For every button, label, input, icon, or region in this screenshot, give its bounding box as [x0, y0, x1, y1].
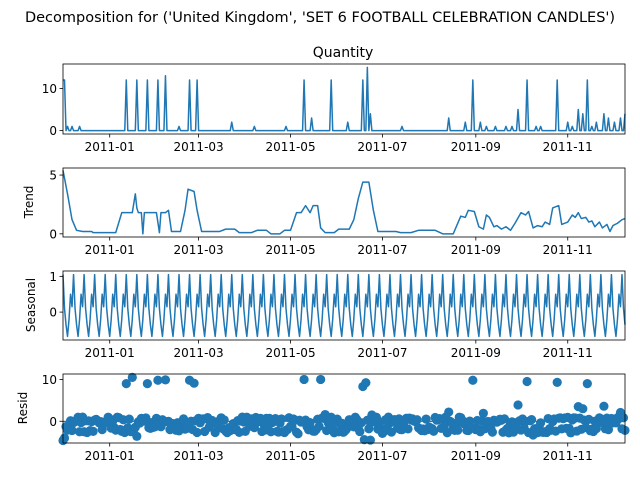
resid-point [487, 427, 498, 437]
axes-frame-resid [62, 373, 626, 444]
panel-observed: 0 10 2011-01 2011-03 2011-05 2011-07 2011-09 20… [42, 63, 626, 154]
xtick-label: 2011-03 [174, 140, 224, 154]
series-line-quantity [63, 66, 626, 132]
panel-seasonal: 0 1 2011-01 2011-03 2011-05 2011-07 2011-09 201… [49, 270, 626, 360]
resid-point [522, 376, 532, 387]
xtick-label: 2011-07 [357, 243, 407, 257]
resid-point [121, 379, 131, 389]
resid-points [58, 372, 630, 446]
resid-point [355, 426, 365, 437]
axes-frame-seasonal [62, 270, 626, 341]
xtick-label: 2011-01 [85, 346, 135, 360]
xtick-label: 2011-05 [265, 243, 315, 257]
ytick-label: 0 [49, 124, 57, 138]
ytick-label: 0 [49, 306, 57, 320]
panel-trend: 0 5 2011-01 2011-03 2011-05 2011-07 2011-09 201… [49, 167, 626, 257]
resid-point [276, 414, 287, 424]
resid-point [178, 414, 189, 424]
ytick-label: 10 [42, 373, 57, 387]
series-line-seasonal [62, 273, 626, 338]
resid-point [618, 413, 629, 423]
ytick-label: 1 [49, 270, 57, 284]
resid-point [444, 407, 454, 417]
axes-frame-observed [62, 63, 626, 135]
resid-point [132, 431, 142, 441]
xtick-label: 2011-01 [85, 140, 135, 154]
xtick-label: 2011-11 [543, 346, 593, 360]
ylabel-trend: Trend [22, 186, 36, 220]
resid-point [189, 378, 199, 388]
resid-point [88, 426, 98, 436]
resid-point [153, 375, 163, 385]
ytick-label: 0 [49, 227, 57, 241]
xtick-label: 2011-01 [85, 243, 135, 257]
ylabel-seasonal: Seasonal [24, 278, 38, 332]
resid-point [599, 401, 609, 411]
figure-title: Decomposition for ('United Kingdom', 'SE… [25, 10, 615, 26]
resid-point [365, 435, 375, 445]
xtick-label: 2011-03 [174, 346, 224, 360]
resid-point [293, 429, 303, 439]
resid-point [453, 425, 463, 435]
resid-point [316, 374, 326, 385]
resid-point [314, 421, 324, 432]
resid-point [429, 426, 439, 436]
xtick-label: 2011-09 [451, 140, 501, 154]
resid-point [142, 379, 152, 389]
series-line-trend [62, 170, 626, 235]
resid-point [478, 408, 488, 418]
panel-title-observed: Quantity [313, 45, 374, 61]
xtick-label: 2011-07 [357, 346, 407, 360]
resid-point [403, 424, 413, 434]
resid-point [578, 404, 588, 414]
xtick-label: 2011-01 [85, 449, 135, 463]
xtick-label: 2011-05 [265, 140, 315, 154]
resid-point [219, 415, 229, 425]
xtick-label: 2011-11 [543, 449, 593, 463]
resid-point [67, 425, 77, 436]
resid-point [468, 375, 478, 385]
resid-point [192, 427, 202, 438]
xtick-label: 2011-05 [265, 449, 315, 463]
xtick-label: 2011-05 [265, 346, 315, 360]
xtick-label: 2011-09 [451, 346, 501, 360]
xtick-label: 2011-11 [543, 243, 593, 257]
xtick-label: 2011-03 [174, 449, 224, 463]
xtick-label: 2011-03 [174, 243, 224, 257]
resid-point [421, 414, 431, 424]
ytick-label: 0 [49, 415, 57, 429]
ytick-label: 5 [49, 169, 57, 183]
resid-point [582, 379, 592, 389]
ylabel-resid: Resid [16, 392, 30, 424]
resid-point [526, 415, 537, 425]
resid-point [124, 414, 134, 424]
resid-point [361, 378, 371, 388]
xtick-label: 2011-09 [451, 449, 501, 463]
xtick-label: 2011-07 [357, 140, 407, 154]
resid-point [59, 433, 70, 443]
resid-point [465, 416, 475, 426]
resid-point [364, 424, 374, 434]
resid-point [299, 374, 309, 385]
resid-point [513, 400, 523, 410]
xtick-label: 2011-09 [451, 243, 501, 257]
axes-frame-trend [62, 167, 626, 238]
panel-resid: 0 10 2011-01 2011-03 2011-05 2011-07 2011-09 20… [42, 372, 630, 463]
resid-point [552, 377, 562, 387]
resid-point [412, 415, 422, 425]
resid-point [536, 418, 546, 428]
xtick-label: 2011-07 [357, 449, 407, 463]
resid-point [591, 424, 601, 434]
ytick-label: 10 [42, 82, 57, 96]
resid-point [127, 372, 137, 382]
resid-point [160, 375, 171, 385]
xtick-label: 2011-11 [543, 140, 593, 154]
